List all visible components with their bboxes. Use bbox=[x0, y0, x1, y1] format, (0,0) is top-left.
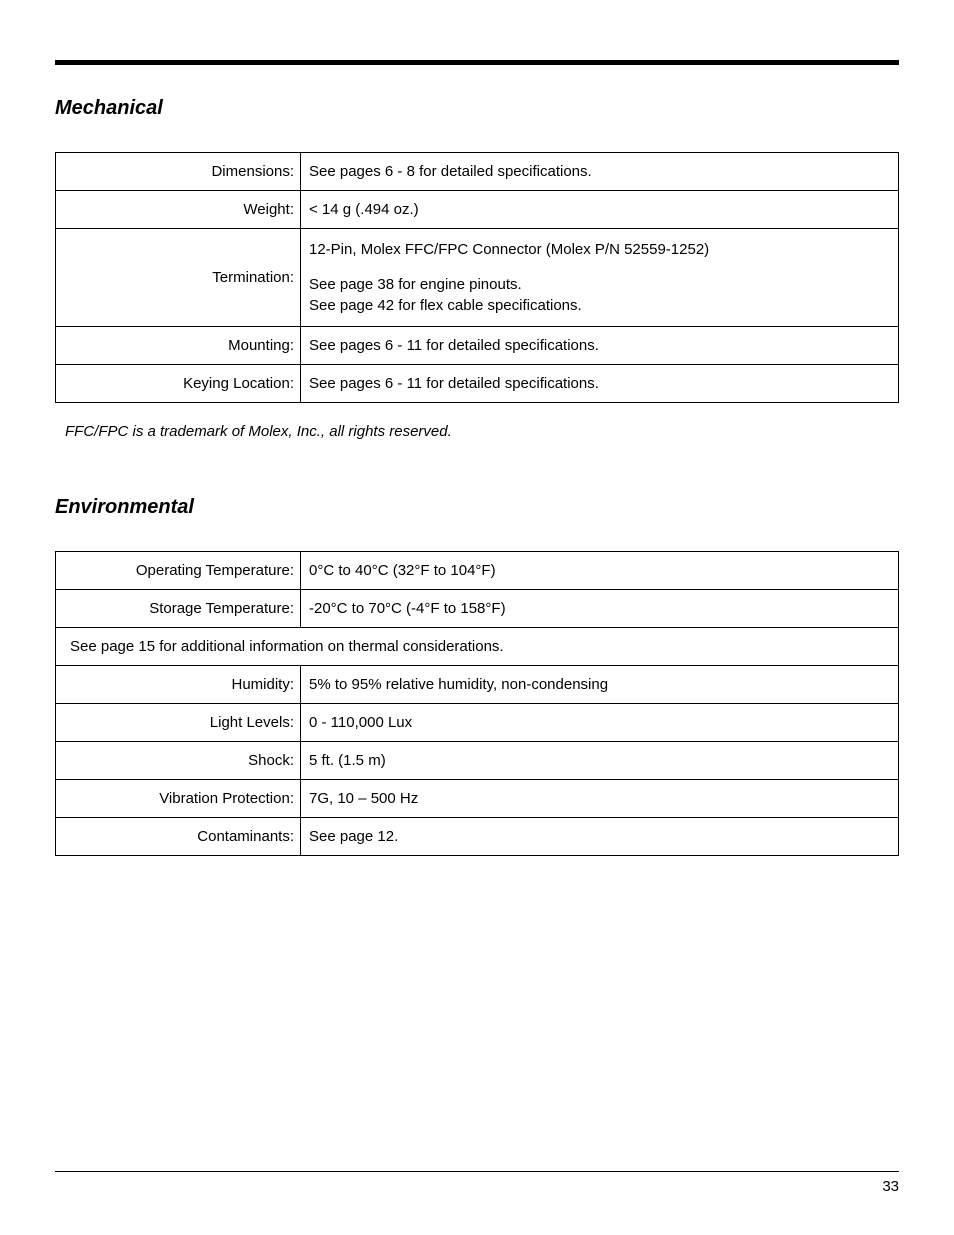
humidity-label: Humidity: bbox=[56, 666, 301, 704]
contaminants-value: See page 12. bbox=[301, 818, 899, 856]
storage-temp-label: Storage Temperature: bbox=[56, 590, 301, 628]
table-row: Keying Location: See pages 6 - 11 for de… bbox=[56, 365, 899, 403]
document-page: Mechanical Dimensions: See pages 6 - 8 f… bbox=[0, 0, 954, 1235]
mounting-value: See pages 6 - 11 for detailed specificat… bbox=[301, 327, 899, 365]
table-row: Light Levels: 0 - 110,000 Lux bbox=[56, 704, 899, 742]
shock-label: Shock: bbox=[56, 742, 301, 780]
table-row: Operating Temperature: 0°C to 40°C (32°F… bbox=[56, 552, 899, 590]
termination-label: Termination: bbox=[56, 229, 301, 327]
mechanical-footnote: FFC/FPC is a trademark of Molex, Inc., a… bbox=[65, 423, 899, 440]
table-row: Shock: 5 ft. (1.5 m) bbox=[56, 742, 899, 780]
shock-value: 5 ft. (1.5 m) bbox=[301, 742, 899, 780]
light-value: 0 - 110,000 Lux bbox=[301, 704, 899, 742]
table-row: Weight: < 14 g (.494 oz.) bbox=[56, 191, 899, 229]
table-row: Termination: 12-Pin, Molex FFC/FPC Conne… bbox=[56, 229, 899, 327]
page-content: Mechanical Dimensions: See pages 6 - 8 f… bbox=[55, 97, 899, 1171]
vibration-value: 7G, 10 – 500 Hz bbox=[301, 780, 899, 818]
thermal-note: See page 15 for additional information o… bbox=[56, 628, 899, 666]
mechanical-title: Mechanical bbox=[55, 97, 899, 120]
light-label: Light Levels: bbox=[56, 704, 301, 742]
weight-value: < 14 g (.494 oz.) bbox=[301, 191, 899, 229]
table-row: Humidity: 5% to 95% relative humidity, n… bbox=[56, 666, 899, 704]
dimensions-label: Dimensions: bbox=[56, 153, 301, 191]
environmental-table: Operating Temperature: 0°C to 40°C (32°F… bbox=[55, 551, 899, 856]
top-rule bbox=[55, 60, 899, 65]
termination-line2: See page 38 for engine pinouts. bbox=[309, 274, 890, 295]
termination-line1: 12-Pin, Molex FFC/FPC Connector (Molex P… bbox=[309, 239, 890, 260]
mechanical-table: Dimensions: See pages 6 - 8 for detailed… bbox=[55, 152, 899, 403]
op-temp-label: Operating Temperature: bbox=[56, 552, 301, 590]
dimensions-value: See pages 6 - 8 for detailed specificati… bbox=[301, 153, 899, 191]
table-row: See page 15 for additional information o… bbox=[56, 628, 899, 666]
storage-temp-value: -20°C to 70°C (-4°F to 158°F) bbox=[301, 590, 899, 628]
keying-value: See pages 6 - 11 for detailed specificat… bbox=[301, 365, 899, 403]
weight-label: Weight: bbox=[56, 191, 301, 229]
table-row: Mounting: See pages 6 - 11 for detailed … bbox=[56, 327, 899, 365]
environmental-title: Environmental bbox=[55, 496, 899, 519]
table-row: Vibration Protection: 7G, 10 – 500 Hz bbox=[56, 780, 899, 818]
table-row: Contaminants: See page 12. bbox=[56, 818, 899, 856]
contaminants-label: Contaminants: bbox=[56, 818, 301, 856]
mounting-label: Mounting: bbox=[56, 327, 301, 365]
termination-line3: See page 42 for flex cable specification… bbox=[309, 295, 890, 316]
table-row: Dimensions: See pages 6 - 8 for detailed… bbox=[56, 153, 899, 191]
table-row: Storage Temperature: -20°C to 70°C (-4°F… bbox=[56, 590, 899, 628]
page-number: 33 bbox=[882, 1178, 899, 1195]
op-temp-value: 0°C to 40°C (32°F to 104°F) bbox=[301, 552, 899, 590]
humidity-value: 5% to 95% relative humidity, non-condens… bbox=[301, 666, 899, 704]
vibration-label: Vibration Protection: bbox=[56, 780, 301, 818]
keying-label: Keying Location: bbox=[56, 365, 301, 403]
termination-value: 12-Pin, Molex FFC/FPC Connector (Molex P… bbox=[301, 229, 899, 327]
page-footer: 33 bbox=[55, 1171, 899, 1195]
